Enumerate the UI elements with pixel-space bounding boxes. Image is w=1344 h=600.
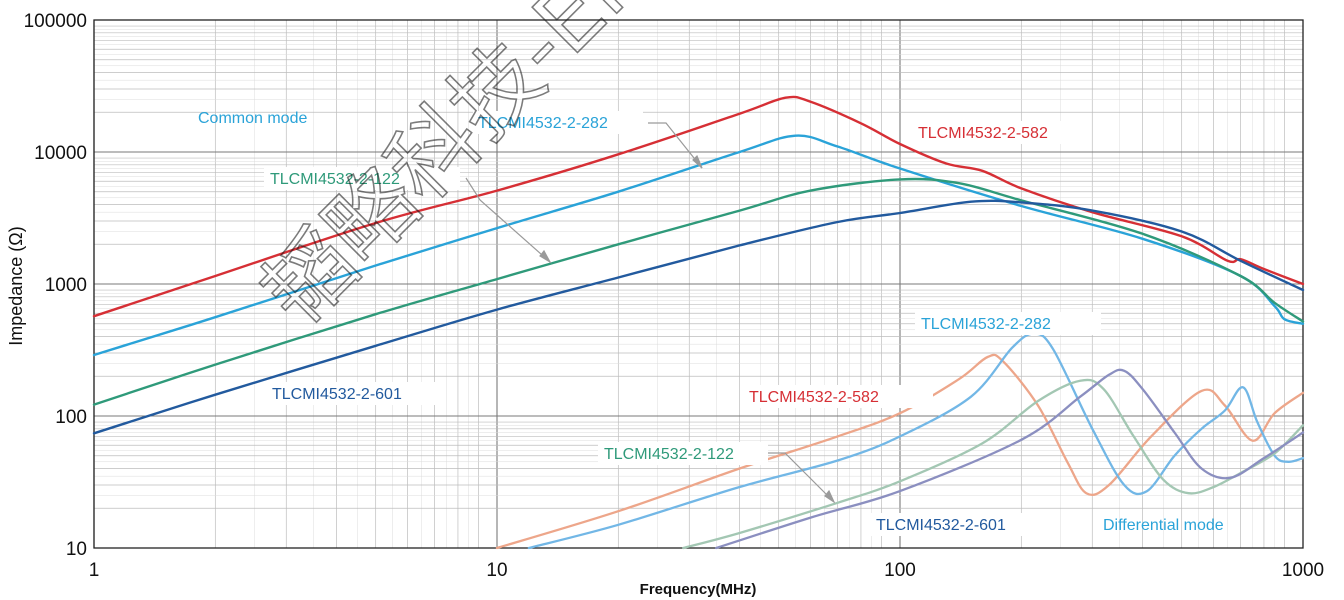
- series-lines: [92, 95, 1305, 550]
- x-axis-title: Frequency(MHz): [640, 581, 757, 598]
- label-backing: [870, 513, 1036, 536]
- y-tick-label-10: 10: [66, 539, 87, 560]
- series-label-601-differential: TLCMI4532-2-601: [876, 517, 1006, 534]
- y-tick-label-100: 100: [55, 407, 87, 428]
- leader-arrows: [465, 122, 836, 504]
- series-line-common-0: [92, 95, 1305, 318]
- arrowhead-icon: [824, 489, 836, 504]
- label-backing: [264, 167, 460, 190]
- leader-arrow-282-common: [648, 122, 703, 169]
- label-backing: [266, 382, 438, 405]
- differential-mode-label: Differential mode: [1103, 517, 1224, 534]
- series-label-282-differential: TLCMI4532-2-282: [921, 316, 1051, 333]
- y-tick-label-10000: 10000: [34, 143, 87, 164]
- label-backing: [473, 111, 643, 134]
- series-line-differential-5: [527, 332, 1305, 550]
- label-backing: [598, 442, 768, 465]
- y-tick-label-100000: 100000: [24, 11, 87, 32]
- x-tick-label-1: 1: [89, 560, 100, 581]
- series-label-282-common: TLCMI4532-2-282: [478, 115, 608, 132]
- arrowhead-icon: [692, 154, 703, 169]
- label-backing: [743, 385, 933, 408]
- x-tick-labels: 1 10 100 1000: [89, 560, 1324, 581]
- label-backing: [913, 121, 1087, 144]
- series-line-differential-7: [715, 368, 1305, 550]
- leader-arrow-122-common: [465, 177, 551, 263]
- label-backing: [915, 312, 1101, 335]
- arrowhead-icon: [539, 249, 552, 264]
- leader-arrow-122-differential: [768, 452, 835, 503]
- series-label-601-common: TLCMI4532-2-601: [272, 386, 402, 403]
- y-tick-labels: 100000 10000 1000 100 10: [24, 11, 87, 560]
- series-label-122-common: TLCMI4532-2-122: [270, 171, 400, 188]
- series-label-582-common: TLCMI4532-2-582: [918, 125, 1048, 142]
- series-labels: TLCMI4532-2-282 TLCMI4532-2-582 TLCMI453…: [264, 111, 1101, 536]
- series-label-582-differential: TLCMI4532-2-582: [749, 389, 879, 406]
- series-line-common-2: [92, 177, 1305, 406]
- x-tick-label-10: 10: [486, 560, 507, 581]
- x-tick-label-100: 100: [884, 560, 916, 581]
- common-mode-label: Common mode: [198, 110, 307, 127]
- x-tick-label-1000: 1000: [1282, 560, 1324, 581]
- y-axis-title: Impedance (Ω): [6, 226, 26, 346]
- y-tick-label-1000: 1000: [45, 275, 87, 296]
- series-label-122-differential: TLCMI4532-2-122: [604, 446, 734, 463]
- series-line-common-3: [92, 199, 1305, 435]
